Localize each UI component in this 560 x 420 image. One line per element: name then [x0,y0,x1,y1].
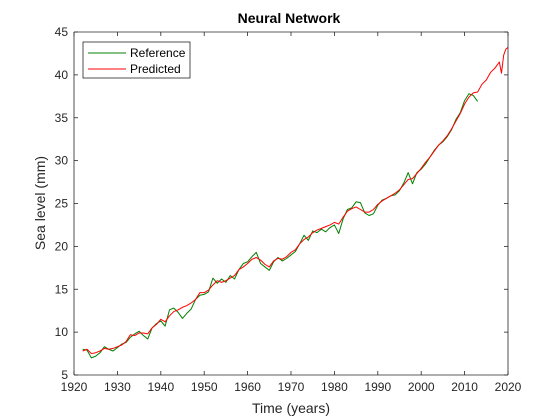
series-line-predicted [82,47,509,355]
y-tick-label: 10 [55,325,69,339]
x-tick-label: 1930 [104,380,131,394]
y-tick-label: 30 [55,154,69,168]
x-tick-label: 2020 [495,380,522,394]
y-tick-label: 45 [55,25,69,39]
y-tick-label: 20 [55,239,69,253]
x-tick-label: 2000 [408,380,435,394]
y-tick-label: 15 [55,282,69,296]
legend-label-reference: Reference [130,46,186,60]
legend-label-predicted: Predicted [130,62,181,76]
x-axis-ticks: 1920 1930 1940 1950 1960 1970 1980 1990 2000 2010… [61,32,522,394]
y-tick-label: 25 [55,197,69,211]
chart-title: Neural Network [238,10,341,26]
y-tick-label: 40 [55,68,69,82]
x-tick-label: 1950 [191,380,218,394]
y-axis-ticks: 5 10 15 20 25 30 35 40 45 [55,25,508,382]
x-tick-label: 1940 [147,380,174,394]
x-axis-title: Time (years) [252,400,330,416]
y-axis-title: Sea level (mm) [32,156,48,250]
y-tick-label: 35 [55,111,69,125]
y-tick-label: 5 [61,368,68,382]
x-tick-label: 1960 [234,380,261,394]
legend: Reference Predicted [82,41,191,79]
x-tick-label: 2010 [451,380,478,394]
legend-box [82,41,191,79]
x-tick-label: 1970 [278,380,305,394]
x-tick-label: 1990 [364,380,391,394]
plot-area [74,32,508,375]
series-layer [82,47,509,359]
x-tick-label: 1920 [61,380,88,394]
x-tick-label: 1980 [321,380,348,394]
